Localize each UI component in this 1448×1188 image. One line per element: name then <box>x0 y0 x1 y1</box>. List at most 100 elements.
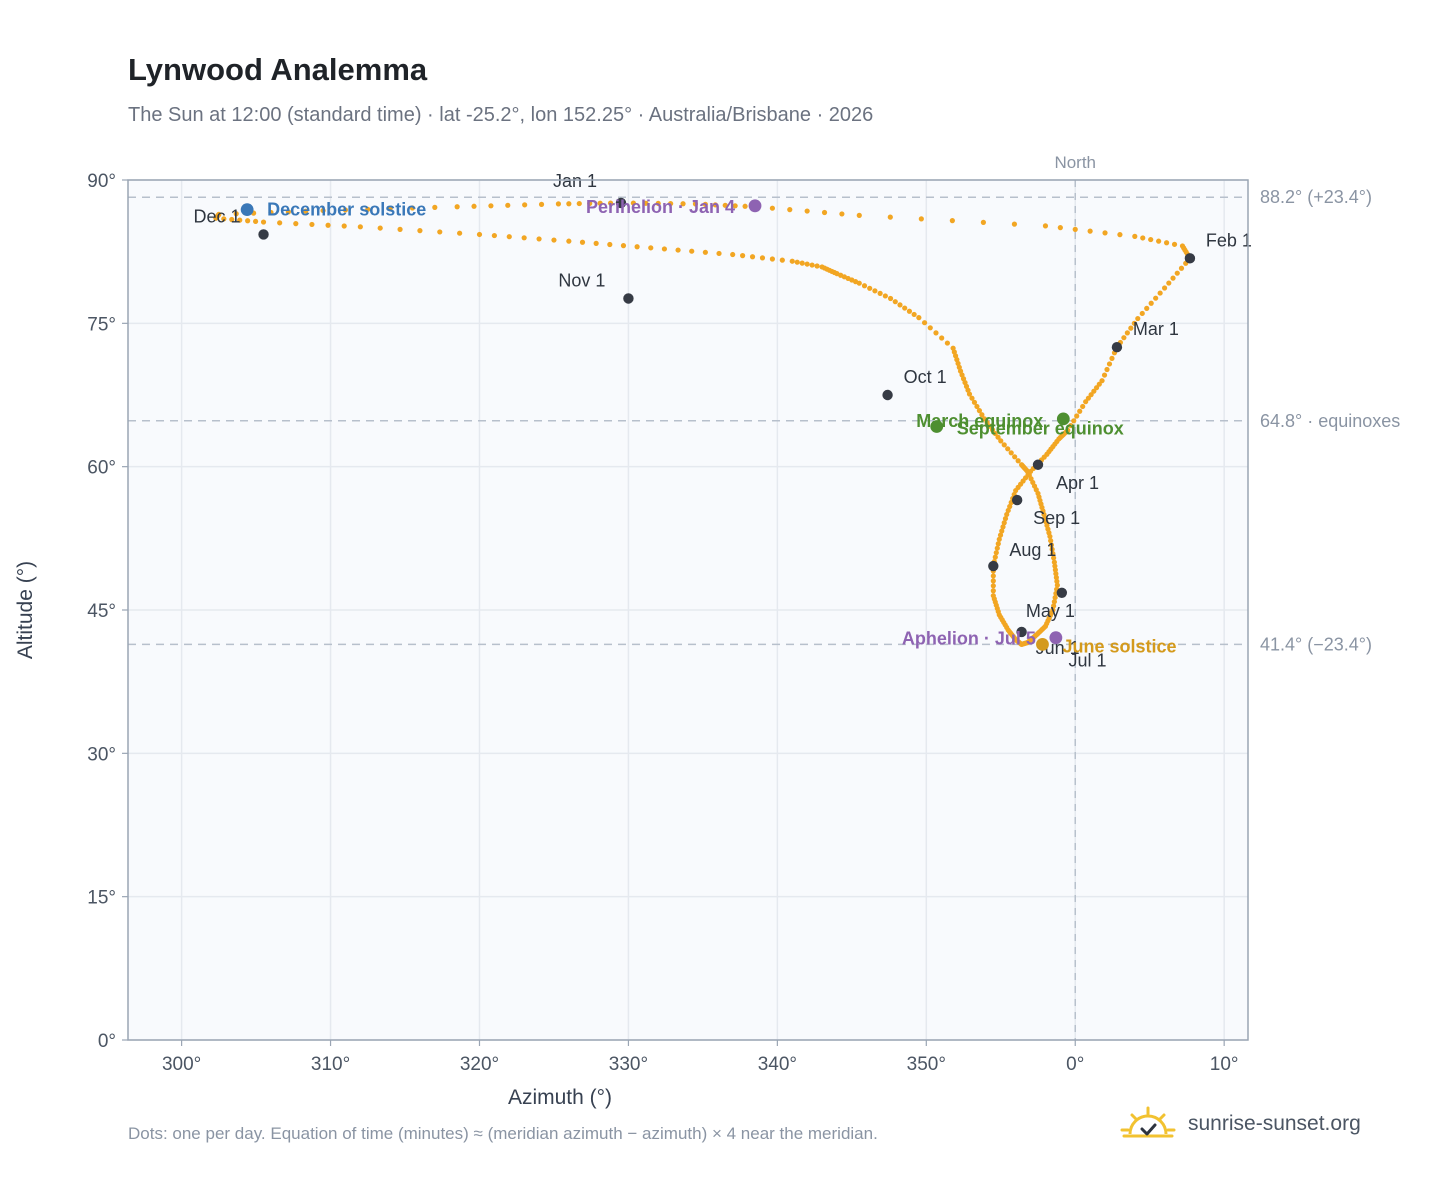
daily-position-dot <box>555 201 562 207</box>
x-tick-label: 320° <box>460 1054 499 1075</box>
daily-position-dot <box>1051 603 1057 609</box>
daily-position-dot <box>593 240 599 246</box>
daily-position-dot <box>861 283 868 289</box>
daily-position-dot <box>576 200 582 207</box>
reference-label: 64.8° · equinoxes <box>1260 411 1400 431</box>
month-marker <box>1011 494 1023 506</box>
daily-position-dot <box>245 218 251 224</box>
reference-label: 88.2° (+23.4°) <box>1260 187 1372 207</box>
daily-position-dot <box>538 201 545 207</box>
daily-position-dot <box>882 293 888 299</box>
daily-position-dot <box>1128 325 1134 331</box>
daily-position-dot <box>1000 524 1006 530</box>
daily-position-dot <box>716 250 722 257</box>
month-label: Dec 1 <box>194 206 241 226</box>
reference-lines: North 88.2° (+23.4°) 64.8° · equinoxes 41.4… <box>128 153 1400 1040</box>
event-marker <box>1056 412 1070 426</box>
x-tick-label: 350° <box>907 1054 946 1075</box>
daily-position-dot <box>1051 599 1057 605</box>
month-label: Mar 1 <box>1133 319 1179 339</box>
daily-position-dot <box>607 241 613 248</box>
daily-position-dot <box>821 209 828 216</box>
event-label: September equinox <box>957 419 1124 439</box>
daily-position-dot <box>990 578 996 584</box>
daily-position-dot <box>675 247 681 253</box>
daily-position-dot <box>769 256 775 262</box>
month-label: Nov 1 <box>558 270 605 290</box>
daily-position-dot <box>1011 221 1018 227</box>
daily-position-dot <box>887 295 894 302</box>
daily-position-dot <box>990 573 996 579</box>
daily-position-dot <box>1117 232 1123 238</box>
daily-position-dot <box>1048 538 1054 544</box>
daily-position-dot <box>987 423 993 429</box>
daily-position-dot <box>1007 503 1013 510</box>
daily-position-dot <box>787 207 793 213</box>
daily-position-dot <box>979 412 985 418</box>
daily-position-dot <box>1121 335 1127 341</box>
daily-position-dot <box>897 302 903 308</box>
y-tick-label: 60° <box>87 458 116 479</box>
daily-position-dot <box>927 325 933 331</box>
daily-position-dot <box>1052 594 1058 601</box>
daily-position-dot <box>1096 381 1102 387</box>
y-tick-label: 90° <box>87 171 116 192</box>
daily-position-dot <box>809 262 815 268</box>
daily-position-dot <box>397 226 403 232</box>
daily-position-dot <box>476 231 483 238</box>
daily-position-dot <box>799 260 805 266</box>
daily-position-dot <box>814 263 820 269</box>
daily-position-dot <box>1072 226 1078 232</box>
daily-position-dot <box>1139 310 1145 317</box>
daily-position-dot <box>566 201 572 207</box>
daily-position-dot <box>872 288 878 294</box>
daily-position-dot <box>432 204 438 210</box>
daily-position-dot <box>551 237 557 243</box>
daily-position-dot <box>856 280 862 286</box>
daily-position-dot <box>702 249 708 255</box>
daily-position-dot <box>742 203 748 209</box>
daily-position-dot <box>1049 546 1055 552</box>
daily-position-dot <box>732 203 738 209</box>
daily-position-dot <box>536 236 542 242</box>
month-label: May 1 <box>1026 601 1075 621</box>
month-label: Jul 1 <box>1068 650 1106 670</box>
daily-position-dot <box>984 419 990 426</box>
daily-position-dot <box>454 204 460 210</box>
daily-position-dot <box>949 218 955 224</box>
daily-position-dot <box>998 438 1004 444</box>
daily-position-dot <box>213 215 219 221</box>
daily-position-dot <box>1156 238 1162 244</box>
y-tick-label: 30° <box>87 744 116 765</box>
daily-position-dot <box>620 243 627 249</box>
daily-position-dot <box>303 208 309 214</box>
y-tick-label: 15° <box>87 888 116 909</box>
daily-position-dot <box>839 211 845 217</box>
daily-position-dot <box>1001 520 1007 526</box>
daily-position-dot <box>1106 361 1113 367</box>
daily-position-dot <box>689 248 695 254</box>
daily-position-dot <box>712 202 718 208</box>
event-marker <box>748 199 762 213</box>
y-tick-label: 75° <box>87 314 116 335</box>
daily-position-dot <box>992 430 998 437</box>
daily-position-dot <box>804 208 810 214</box>
event-marker <box>1036 638 1049 651</box>
daily-position-dot <box>437 229 443 235</box>
daily-position-dot <box>522 202 528 208</box>
daily-position-dot <box>277 220 283 226</box>
brand[interactable]: sunrise-sunset.org <box>1120 1102 1361 1146</box>
daily-position-dot <box>921 320 928 326</box>
daily-position-dot <box>1178 265 1185 271</box>
event-label: March equinox <box>916 411 1043 431</box>
daily-position-dot <box>655 200 661 207</box>
daily-position-dot <box>1057 225 1063 231</box>
daily-position-dot <box>1071 418 1077 424</box>
x-axis-label: Azimuth (°) <box>508 1086 612 1109</box>
daily-position-dot <box>1053 571 1059 577</box>
daily-position-dot <box>1068 422 1074 429</box>
brand-name: sunrise-sunset.org <box>1188 1112 1361 1135</box>
daily-position-dot <box>1157 290 1163 296</box>
